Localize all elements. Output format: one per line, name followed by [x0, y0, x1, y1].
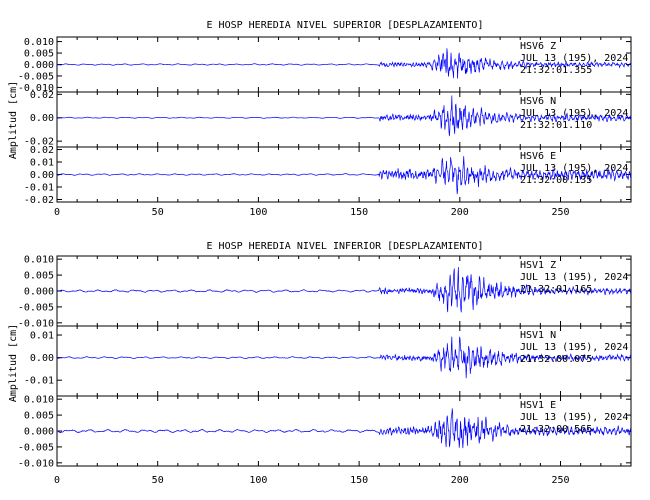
y-tick-label: -0.010	[18, 318, 54, 329]
trace-station-label: HSV1 E	[520, 400, 556, 411]
y-tick-label: 0.02	[30, 90, 54, 101]
y-tick-label: 0.000	[24, 427, 54, 438]
trace-waveform	[56, 156, 632, 195]
trace-waveform	[56, 408, 632, 449]
y-tick-label: 0.000	[24, 60, 54, 71]
trace-waveform	[56, 95, 632, 137]
trace-date-label: JUL 13 (195), 2024	[520, 108, 628, 119]
trace-date-label: JUL 13 (195), 2024	[520, 342, 628, 353]
y-tick-label: 0.010	[24, 395, 54, 406]
trace-station-label: HSV1 N	[520, 330, 556, 341]
y-tick-label: -0.005	[18, 71, 54, 82]
y-tick-label: 0.00	[30, 113, 54, 124]
y-tick-label: -0.010	[18, 83, 54, 94]
x-tick-label: 100	[249, 475, 267, 486]
trace-waveform	[56, 48, 632, 79]
trace-time-label: 21:32:00.565	[520, 424, 592, 435]
trace-date-label: JUL 13 (195), 2024	[520, 163, 628, 174]
trace-time-label: 21:32:01.110	[520, 120, 592, 131]
trace-station-label: HSV6 N	[520, 96, 556, 107]
top-y-axis-label: Amplitud [cm]	[8, 81, 19, 159]
trace-time-label: 21:32:00.075	[520, 354, 592, 365]
trace-time-label: 21:32:01.165	[520, 284, 592, 295]
y-tick-label: -0.02	[24, 137, 54, 148]
trace-date-label: JUL 13 (195), 2024	[520, 272, 628, 283]
y-tick-label: -0.005	[18, 302, 54, 313]
y-tick-label: 0.000	[24, 287, 54, 298]
y-tick-label: -0.01	[24, 376, 54, 387]
bottom-y-axis-label: Amplitud [cm]	[8, 324, 19, 402]
trace-waveform	[56, 336, 632, 379]
x-tick-label: 250	[551, 475, 569, 486]
x-tick-label: 200	[451, 475, 469, 486]
y-tick-label: 0.010	[24, 37, 54, 48]
y-tick-label: 0.00	[30, 353, 54, 364]
x-tick-label: 150	[350, 207, 368, 218]
y-tick-label: 0.01	[30, 331, 54, 342]
trace-station-label: HSV6 E	[520, 151, 556, 162]
y-tick-label: -0.01	[24, 183, 54, 194]
y-tick-label: -0.02	[24, 195, 54, 206]
bottom-panel-title: E HOSP HEREDIA NIVEL INFERIOR [DESPLAZAM…	[207, 241, 484, 252]
x-tick-label: 250	[551, 207, 569, 218]
y-tick-label: 0.005	[24, 411, 54, 422]
y-tick-label: 0.005	[24, 271, 54, 282]
trace-station-label: HSV1 Z	[520, 260, 556, 271]
y-tick-label: -0.010	[18, 458, 54, 469]
y-tick-label: 0.02	[30, 145, 54, 156]
x-tick-label: 50	[152, 475, 164, 486]
trace-date-label: JUL 13 (195), 2024	[520, 53, 628, 64]
trace-time-label: 21:32:00.135	[520, 175, 592, 186]
x-tick-label: 100	[249, 207, 267, 218]
trace-date-label: JUL 13 (195), 2024	[520, 412, 628, 423]
x-tick-label: 200	[451, 207, 469, 218]
y-tick-label: -0.005	[18, 442, 54, 453]
x-tick-label: 150	[350, 475, 368, 486]
trace-time-label: 21:32:01.355	[520, 65, 592, 76]
y-tick-label: 0.00	[30, 170, 54, 181]
x-tick-label: 0	[54, 475, 60, 486]
y-tick-label: 0.005	[24, 49, 54, 60]
trace-station-label: HSV6 Z	[520, 41, 556, 52]
y-tick-label: 0.01	[30, 158, 54, 169]
trace-waveform	[56, 267, 632, 313]
top-panel-title: E HOSP HEREDIA NIVEL SUPERIOR [DESPLAZAM…	[207, 20, 484, 31]
x-tick-label: 50	[152, 207, 164, 218]
x-tick-label: 0	[54, 207, 60, 218]
y-tick-label: 0.010	[24, 255, 54, 266]
